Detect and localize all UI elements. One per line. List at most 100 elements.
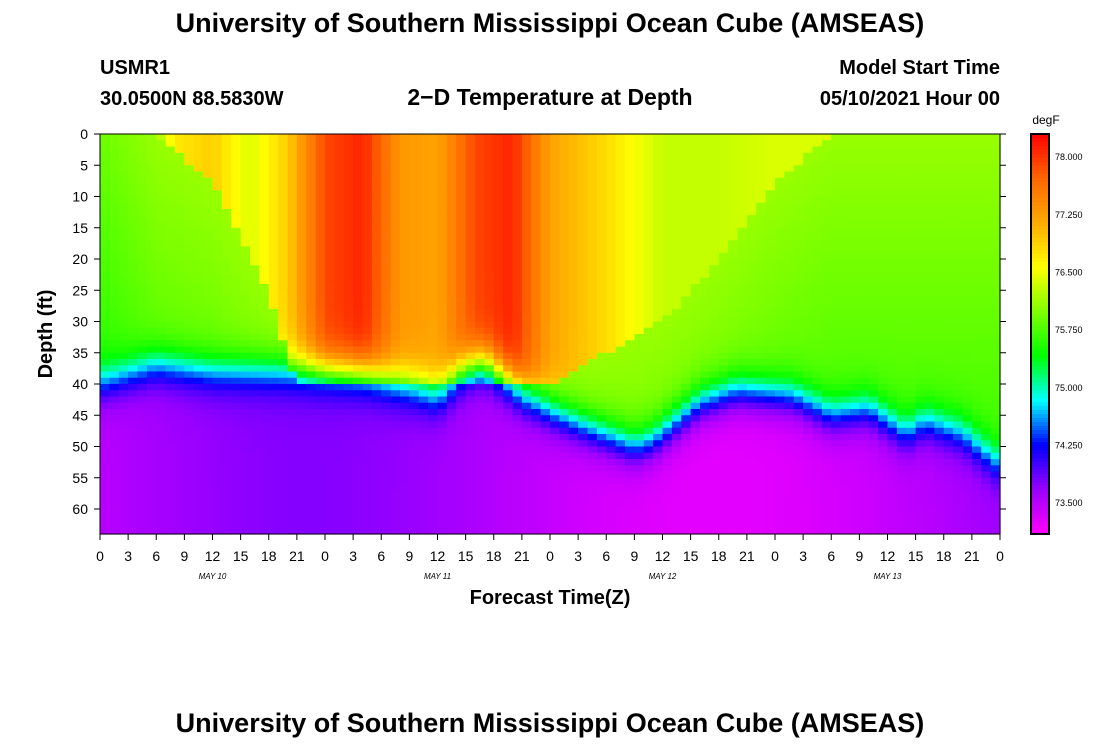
heatmap-cell xyxy=(325,471,335,479)
heatmap-cell xyxy=(268,215,279,223)
heatmap-cell xyxy=(156,315,167,323)
heatmap-cell xyxy=(250,471,260,479)
heatmap-cell xyxy=(428,502,439,510)
heatmap-cell xyxy=(259,521,270,529)
heatmap-cell xyxy=(409,227,420,235)
heatmap-cell xyxy=(175,377,185,385)
heatmap-cell xyxy=(503,377,514,385)
heatmap-cell xyxy=(381,171,392,179)
heatmap-cell xyxy=(250,452,260,460)
model-start-value: 05/10/2021 Hour 00 xyxy=(819,88,1000,110)
heatmap-cell xyxy=(521,459,532,466)
heatmap-cell xyxy=(700,171,710,179)
heatmap-cell xyxy=(550,240,560,248)
heatmap-cell xyxy=(803,502,814,510)
heatmap-cell xyxy=(475,477,485,485)
heatmap-cell xyxy=(100,290,110,298)
heatmap-cell xyxy=(737,490,748,498)
heatmap-cell xyxy=(315,421,326,429)
heatmap-cell xyxy=(371,240,382,248)
heatmap-cell xyxy=(746,409,757,416)
heatmap-cell xyxy=(503,459,514,466)
heatmap-cell xyxy=(371,521,382,529)
heatmap-cell xyxy=(325,465,335,473)
heatmap-cell xyxy=(803,427,814,435)
heatmap-cell xyxy=(746,240,757,248)
heatmap-cell xyxy=(634,521,645,529)
heatmap-cell xyxy=(418,321,429,329)
heatmap-cell xyxy=(700,352,710,360)
heatmap-cell xyxy=(531,527,542,535)
heatmap-cell xyxy=(203,315,214,323)
heatmap-cell xyxy=(175,196,185,204)
heatmap-cell xyxy=(371,452,382,460)
heatmap-cell xyxy=(803,377,814,385)
heatmap-cell xyxy=(362,484,373,491)
heatmap-cell xyxy=(596,490,607,498)
heatmap-cell xyxy=(568,246,579,254)
heatmap-cell xyxy=(653,452,664,460)
heatmap-cell xyxy=(381,284,392,291)
heatmap-cell xyxy=(268,296,279,304)
heatmap-cell xyxy=(512,377,523,385)
heatmap-cell xyxy=(437,471,448,479)
heatmap-cell xyxy=(109,359,120,366)
heatmap-cell xyxy=(315,452,326,460)
heatmap-cell xyxy=(709,465,720,473)
heatmap-cell xyxy=(578,415,589,423)
heatmap-cell xyxy=(653,140,664,148)
heatmap-cell xyxy=(231,334,242,341)
heatmap-cell xyxy=(700,252,710,260)
heatmap-cell xyxy=(634,490,645,498)
heatmap-cell xyxy=(662,234,673,241)
heatmap-cell xyxy=(428,402,439,410)
heatmap-cell xyxy=(596,171,607,179)
heatmap-cell xyxy=(793,315,804,323)
heatmap-cell xyxy=(118,465,129,473)
heatmap-cell xyxy=(615,315,626,323)
heatmap-cell xyxy=(653,427,664,435)
heatmap-cell xyxy=(718,152,729,160)
heatmap-cell xyxy=(512,384,523,391)
heatmap-cell xyxy=(362,402,373,410)
heatmap-cell xyxy=(737,277,748,285)
heatmap-cell xyxy=(718,490,729,498)
heatmap-cell xyxy=(728,352,739,360)
heatmap-cell xyxy=(296,527,307,535)
heatmap-cell xyxy=(109,196,120,204)
heatmap-cell xyxy=(250,371,260,379)
heatmap-cell xyxy=(231,196,242,204)
heatmap-cell xyxy=(728,321,739,329)
heatmap-cell xyxy=(681,227,692,235)
heatmap-cell xyxy=(765,159,776,166)
heatmap-cell xyxy=(437,346,448,354)
heatmap-cell xyxy=(418,434,429,441)
heatmap-cell xyxy=(325,271,335,279)
heatmap-cell xyxy=(362,340,373,348)
heatmap-cell xyxy=(446,465,457,473)
heatmap-cell xyxy=(587,202,598,210)
heatmap-cell xyxy=(559,390,570,398)
heatmap-cell xyxy=(353,415,364,423)
heatmap-cell xyxy=(465,490,476,498)
heatmap-cell xyxy=(531,240,542,248)
heatmap-cell xyxy=(315,171,326,179)
heatmap-cell xyxy=(578,484,589,491)
heatmap-cell xyxy=(231,421,242,429)
heatmap-cell xyxy=(371,415,382,423)
heatmap-cell xyxy=(821,240,832,248)
heatmap-cell xyxy=(737,496,748,504)
heatmap-cell xyxy=(418,390,429,398)
heatmap-cell xyxy=(362,440,373,448)
heatmap-cell xyxy=(634,477,645,485)
heatmap-cell xyxy=(456,265,467,273)
heatmap-cell xyxy=(634,221,645,229)
heatmap-cell xyxy=(793,509,804,516)
heatmap-cell xyxy=(756,440,767,448)
heatmap-cell xyxy=(315,221,326,229)
heatmap-cell xyxy=(128,209,139,216)
heatmap-cell xyxy=(568,465,579,473)
heatmap-cell xyxy=(718,140,729,148)
heatmap-cell xyxy=(128,496,139,504)
heatmap-cell xyxy=(821,221,832,229)
